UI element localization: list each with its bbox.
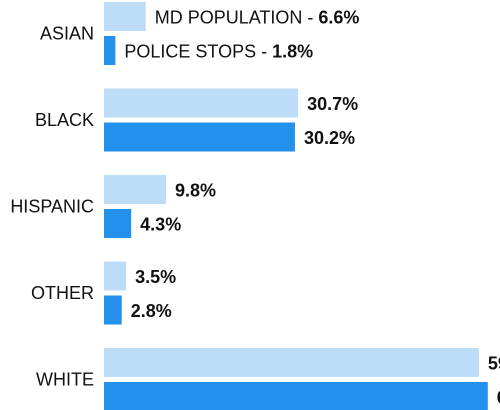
value-label-asian-police-stops: 1.8%	[272, 42, 313, 62]
category-label-asian: ASIAN	[40, 24, 94, 44]
value-label-white-md-population: 59.3%	[488, 354, 500, 374]
bar-black-md-population	[104, 88, 299, 118]
category-label-other: OTHER	[31, 283, 94, 303]
value-label-white-police-stops: 60.7%	[497, 388, 500, 408]
value-label-black-md-population: 30.7%	[307, 94, 358, 114]
category-label-white: WHITE	[36, 370, 94, 390]
value-label-other-md-population: 3.5%	[135, 267, 176, 287]
value-label-hispanic-police-stops: 4.3%	[140, 215, 181, 235]
value-label-black-police-stops: 30.2%	[304, 128, 355, 148]
bar-other-police-stops	[104, 295, 122, 325]
bar-hispanic-police-stops	[104, 209, 132, 238]
legend-label-md-population: MD POPULATION - 6.6%	[155, 8, 360, 28]
value-label-other-police-stops: 2.8%	[131, 301, 172, 321]
bar-hispanic-md-population	[104, 175, 166, 204]
legend-label-police-stops: POLICE STOPS - 1.8%	[124, 42, 313, 62]
category-labels: ASIAN BLACK HISPANIC OTHER WHITE	[10, 24, 94, 390]
value-label-hispanic-md-population: 9.8%	[175, 181, 216, 201]
category-label-black: BLACK	[35, 110, 94, 130]
bar-asian-md-population	[104, 2, 146, 31]
category-label-hispanic: HISPANIC	[10, 197, 94, 217]
legend-series-name: MD POPULATION -	[155, 8, 319, 28]
legend-series-name: POLICE STOPS -	[124, 42, 272, 62]
bar-white-police-stops	[104, 382, 488, 410]
bar-black-police-stops	[104, 122, 295, 152]
bar-asian-police-stops	[104, 36, 116, 65]
value-label-asian-md-population: 6.6%	[318, 8, 359, 28]
value-labels: MD POPULATION - 6.6%POLICE STOPS - 1.8%3…	[124, 8, 500, 408]
bar-white-md-population	[104, 348, 479, 377]
bar-other-md-population	[104, 261, 127, 291]
bars	[104, 2, 488, 410]
